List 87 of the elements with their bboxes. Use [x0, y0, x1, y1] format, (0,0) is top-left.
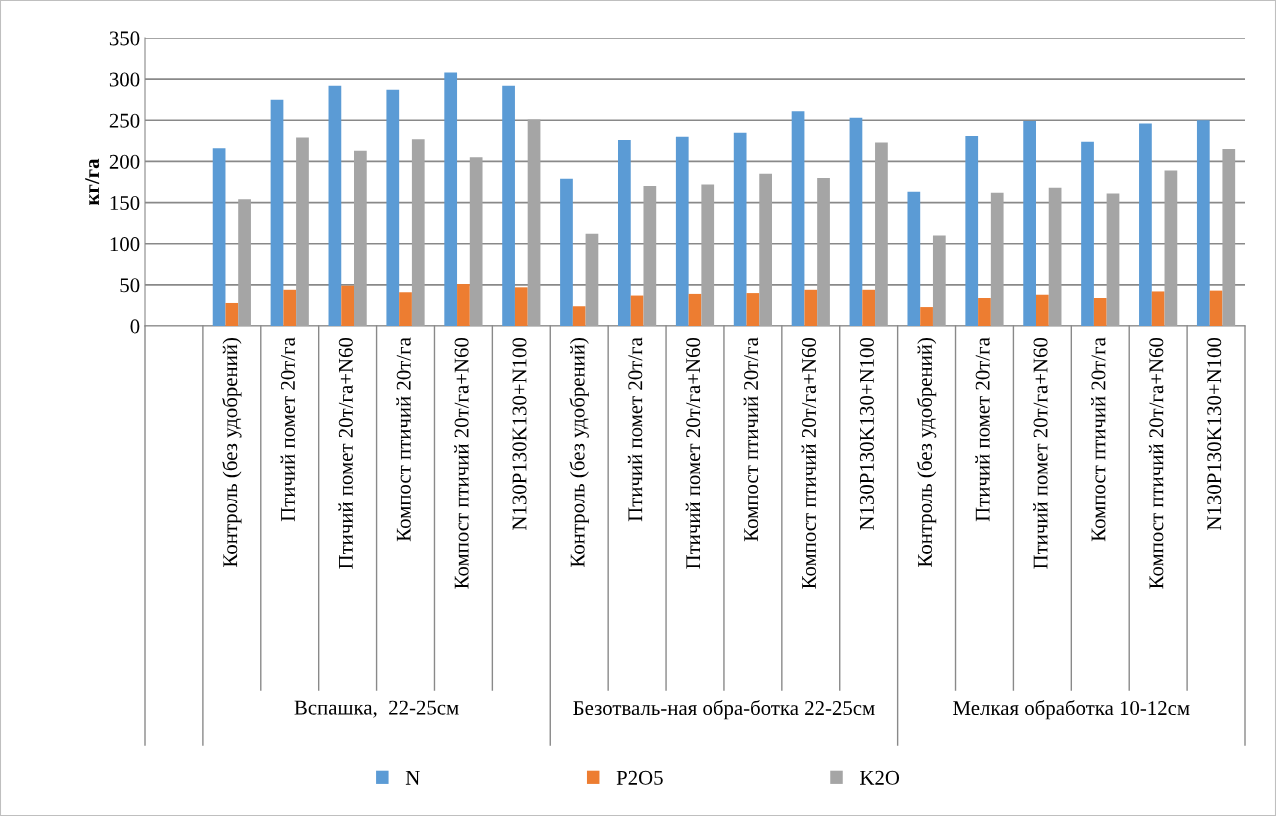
bar: [1209, 290, 1223, 326]
bar: [270, 99, 284, 326]
bar: [469, 157, 483, 326]
text: Вспашка, 22-25см: [294, 700, 459, 718]
x-tick-label: Компост птичий 20т/га: [1091, 337, 1106, 542]
bar: [560, 178, 573, 326]
bar: [733, 132, 747, 326]
bar: [411, 139, 425, 326]
bar: [849, 117, 863, 326]
bar: [1093, 298, 1107, 326]
bar: [804, 289, 818, 326]
bar: [701, 184, 715, 326]
bar: [1222, 149, 1236, 326]
y-tick-label: 300: [109, 72, 140, 87]
bar: [1164, 170, 1178, 326]
bar: [920, 307, 933, 326]
bar: [817, 177, 830, 326]
bar: [965, 135, 979, 326]
text: Безотваль-ная обра-ботка 22-25см: [573, 700, 875, 720]
bar: [932, 235, 946, 326]
x-tick-label: Птичий помет 20т/га+N60: [1033, 337, 1048, 569]
bar: [502, 85, 515, 326]
bar: [862, 289, 876, 326]
bar: [1139, 123, 1152, 326]
legend-label: P2O5: [616, 770, 663, 785]
x-tick-label: Контроль (без удобрений): [916, 338, 937, 567]
bar: [399, 292, 412, 326]
y-tick-label: 350: [109, 31, 140, 46]
x-tick-label: Компост птичий 20т/га: [743, 337, 759, 542]
x-tick-label: Компост птичий 20т/га+N60: [1148, 337, 1164, 589]
x-tick-label: Компост птичий 20т/га+N60: [801, 337, 816, 589]
bar: [746, 293, 760, 326]
bar: [283, 289, 297, 326]
bar: [444, 72, 458, 326]
bar: [527, 119, 541, 326]
bar: [875, 142, 888, 326]
bar: [1023, 121, 1036, 326]
bar: [675, 136, 689, 326]
bar: [514, 287, 528, 326]
bar: [1151, 291, 1165, 326]
x-tick-label: Контроль (без удобрений): [222, 338, 242, 567]
y-tick-label: 150: [110, 195, 140, 210]
bar: [688, 293, 702, 326]
bar: [907, 191, 921, 326]
legend-label: N: [405, 771, 420, 785]
bar: [759, 173, 772, 326]
x-tick-label: N130P130K130+N100: [512, 337, 527, 530]
y-tick-label: 50: [120, 278, 140, 293]
x-tick-label: Птичий помет 20т/га: [975, 337, 990, 522]
x-tick-label: Птичий помет 20т/га+N60: [685, 337, 701, 569]
bar: [630, 295, 644, 326]
bar: [572, 306, 586, 326]
text: Мелкая обработка 10-12см: [953, 700, 1190, 720]
x-tick-label: Контроль (без удобрений): [569, 338, 589, 567]
y-axis-title: кг/га: [85, 158, 100, 206]
bar: [386, 89, 400, 326]
y-tick-label: 200: [109, 154, 140, 169]
x-tick-label: Компост птичий 20т/га: [396, 337, 411, 542]
bar: [212, 148, 226, 326]
x-tick-label: Птичий помет 20т/га: [280, 337, 295, 522]
bar: [238, 199, 251, 326]
bar: [1081, 141, 1094, 326]
bar: [296, 137, 309, 326]
x-tick-label: Компост птичий 20т/га+N60: [454, 337, 469, 589]
x-tick-label: Птичий помет 20т/га+N60: [338, 337, 353, 569]
bar: [618, 140, 631, 326]
bar: [643, 186, 657, 326]
legend-label: K2O: [860, 770, 900, 785]
bar: [354, 150, 367, 326]
bar: [1196, 120, 1210, 326]
bar: [978, 298, 991, 326]
bar: [990, 192, 1004, 326]
y-tick-label: 250: [109, 113, 140, 128]
bar: [328, 85, 342, 326]
bar: [1106, 193, 1120, 326]
y-tick-label: 100: [110, 237, 140, 252]
bar: [585, 233, 599, 326]
x-tick-label: N130P130K130+N100: [859, 337, 874, 530]
x-tick-label: N130P130K130+N100: [1207, 337, 1222, 530]
bar: [1036, 294, 1049, 326]
x-tick-label: Птичий помет 20т/га: [627, 337, 643, 522]
bar: [225, 302, 239, 326]
bar: [341, 285, 354, 326]
bar: [791, 111, 805, 326]
bar: [1048, 187, 1062, 326]
bar: [457, 284, 470, 326]
y-tick-label: 0: [130, 319, 140, 334]
